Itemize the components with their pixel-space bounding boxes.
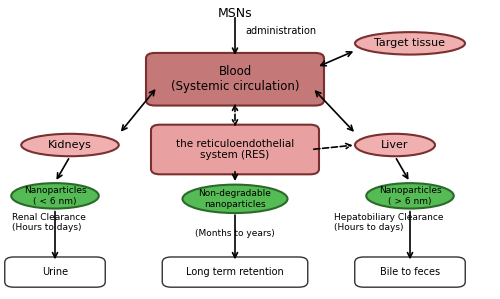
Text: Renal Clearance
(Hours to days): Renal Clearance (Hours to days) bbox=[12, 213, 86, 232]
Ellipse shape bbox=[11, 183, 99, 209]
Text: administration: administration bbox=[245, 26, 316, 36]
Text: Hepatobiliary Clearance
(Hours to days): Hepatobiliary Clearance (Hours to days) bbox=[334, 213, 444, 232]
Text: Non-degradable
nanoparticles: Non-degradable nanoparticles bbox=[198, 189, 272, 208]
Text: the reticuloendothelial
system (RES): the reticuloendothelial system (RES) bbox=[176, 139, 294, 160]
FancyBboxPatch shape bbox=[146, 53, 324, 106]
Ellipse shape bbox=[182, 184, 288, 213]
Text: Nanoparticles
( > 6 nm): Nanoparticles ( > 6 nm) bbox=[378, 186, 442, 205]
Text: Liver: Liver bbox=[382, 140, 409, 150]
Text: Kidneys: Kidneys bbox=[48, 140, 92, 150]
Ellipse shape bbox=[21, 134, 119, 156]
Text: MSNs: MSNs bbox=[218, 7, 252, 20]
FancyBboxPatch shape bbox=[4, 257, 105, 287]
Text: Target tissue: Target tissue bbox=[374, 38, 446, 48]
Ellipse shape bbox=[366, 183, 454, 209]
FancyBboxPatch shape bbox=[162, 257, 308, 287]
FancyBboxPatch shape bbox=[354, 257, 465, 287]
Text: Nanoparticles
( < 6 nm): Nanoparticles ( < 6 nm) bbox=[24, 186, 86, 205]
FancyBboxPatch shape bbox=[151, 125, 319, 174]
Text: Blood
(Systemic circulation): Blood (Systemic circulation) bbox=[171, 65, 299, 93]
Ellipse shape bbox=[355, 134, 435, 156]
Ellipse shape bbox=[355, 32, 465, 55]
Text: Bile to feces: Bile to feces bbox=[380, 267, 440, 277]
Text: Long term retention: Long term retention bbox=[186, 267, 284, 277]
Text: Urine: Urine bbox=[42, 267, 68, 277]
Text: (Months to years): (Months to years) bbox=[195, 229, 275, 238]
